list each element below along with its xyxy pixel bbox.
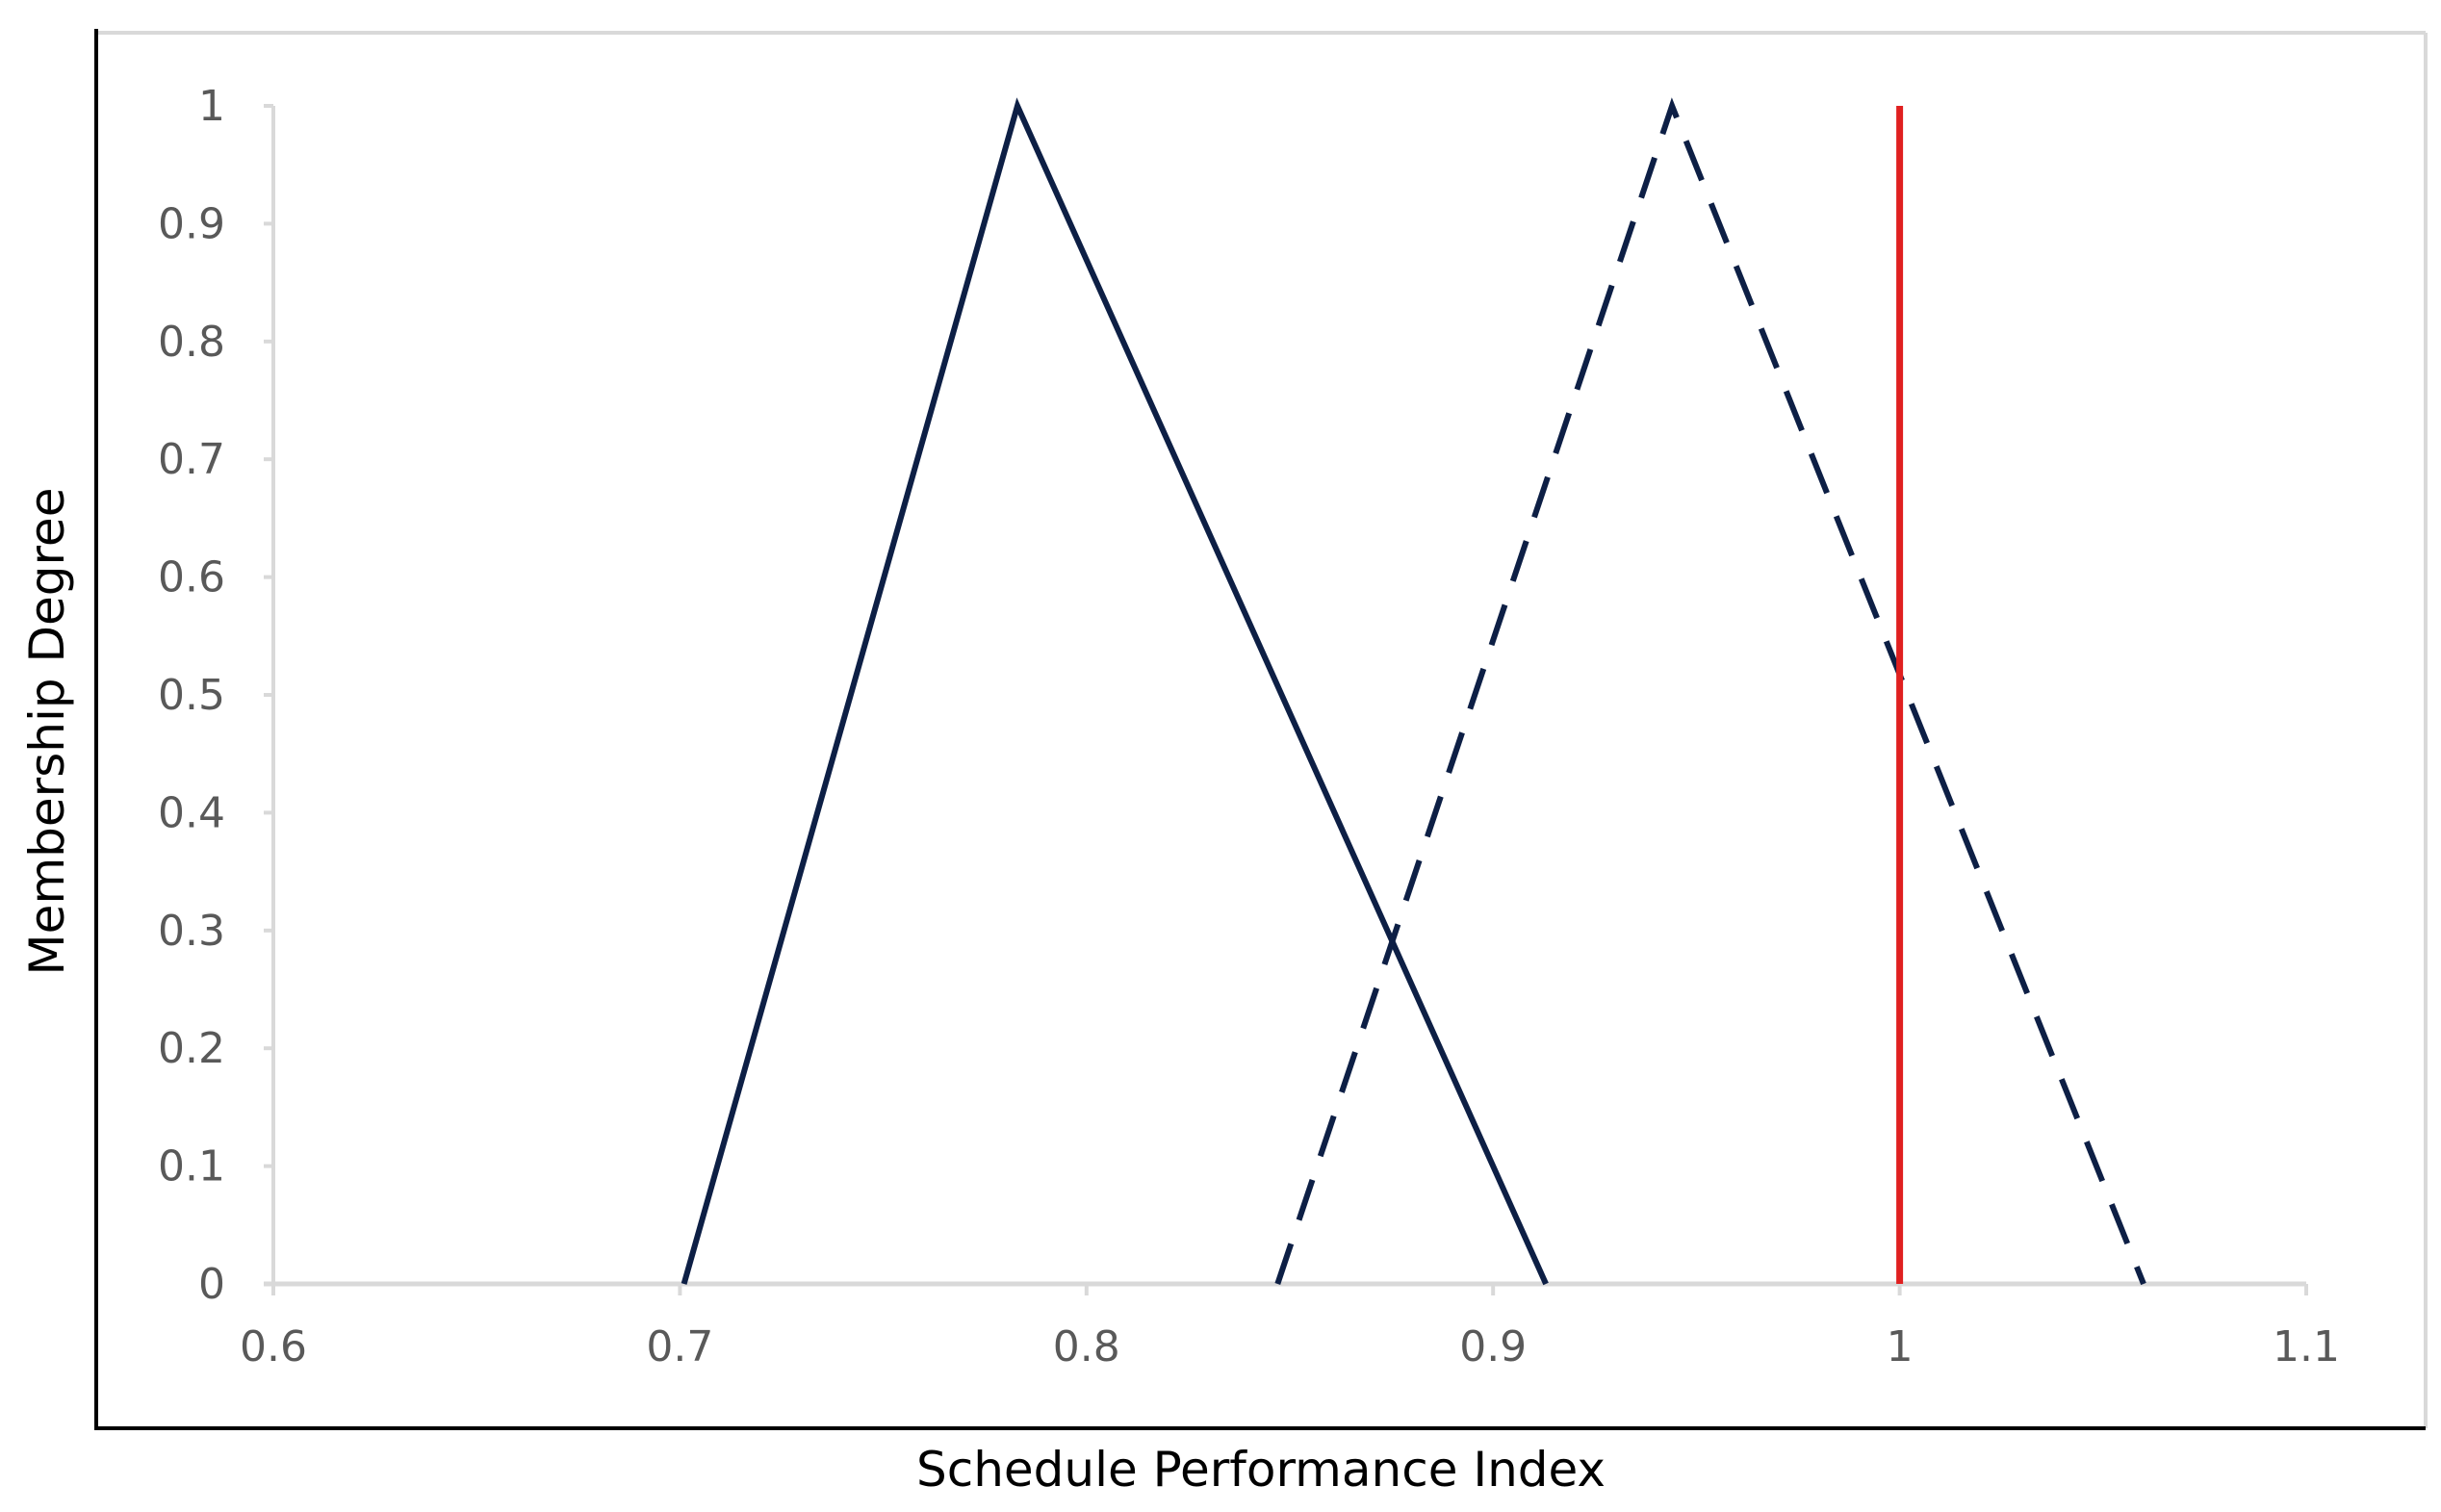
y-axis-title: Membership Degree: [19, 488, 75, 976]
x-tick-label: 0.9: [1459, 1322, 1527, 1371]
y-tick-label: 0.6: [158, 553, 225, 602]
y-tick-label: 0.7: [158, 435, 225, 484]
y-tick-label: 0.4: [158, 788, 225, 837]
y-tick-label: 0.2: [158, 1024, 225, 1073]
x-tick-label: 0.8: [1053, 1322, 1120, 1371]
y-tick-label: 1: [198, 82, 225, 131]
tick-labels: 0.6 0.7 0.8 0.9 1 1.1 0 0.1 0.2 0.3 0.4 0.5 0.6 0.7 0.…: [158, 82, 2340, 1371]
y-tick-label: 0.9: [158, 199, 225, 248]
y-tick-label: 0.1: [158, 1142, 225, 1192]
dashed-membership-line: [1274, 97, 2146, 1286]
axes: [264, 104, 2308, 1295]
solid-membership-line: [681, 97, 1549, 1286]
y-tick-label: 0.3: [158, 907, 225, 956]
x-tick-label: 0.6: [240, 1322, 307, 1371]
x-axis-title: Schedule Performance Index: [916, 1442, 1606, 1498]
y-tick-label: 0.5: [158, 671, 225, 720]
y-tick-label: 0.8: [158, 318, 225, 367]
x-tick-label: 1.1: [2273, 1322, 2340, 1371]
series-group: [681, 97, 2146, 1286]
x-tick-label: 1: [1887, 1322, 1914, 1371]
y-tick-label: 0: [198, 1260, 225, 1309]
x-tick-label: 0.7: [646, 1322, 713, 1371]
